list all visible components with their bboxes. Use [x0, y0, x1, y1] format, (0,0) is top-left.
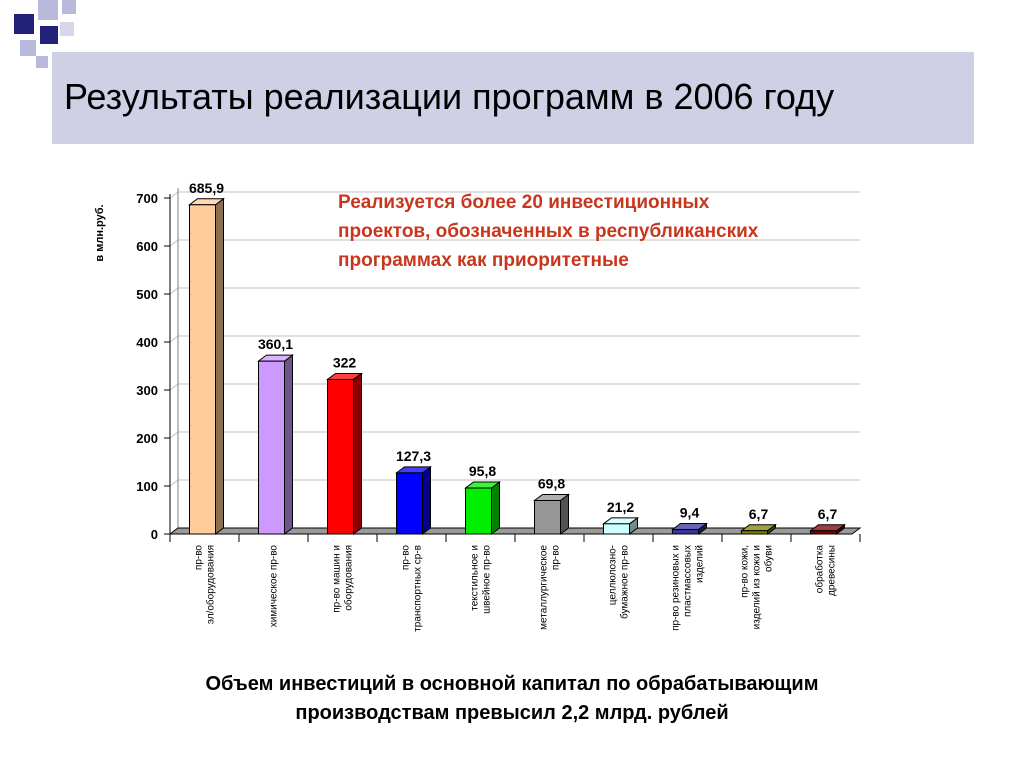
gridline-depth: [169, 431, 179, 439]
bar-side: [422, 465, 431, 535]
category-label: пр-во машин и: [332, 545, 343, 613]
decor-square-light-4: [60, 22, 74, 36]
decor-top-line: [76, 14, 974, 38]
category-label: пр-во: [401, 545, 412, 571]
bar-value-label: 322: [333, 354, 357, 370]
bar-8: [671, 522, 708, 535]
bar-front: [258, 360, 285, 535]
category-label: целлюлозно-: [608, 545, 619, 605]
category-label: химическое пр-во: [269, 545, 280, 628]
bar-front: [810, 530, 837, 535]
note-line-1: Реализуется более 20 инвестиционных: [338, 192, 710, 213]
bar-front: [189, 204, 216, 535]
bar-side: [284, 354, 293, 535]
category-label: пр-во кожи,: [740, 545, 751, 598]
note-line-3: программах как приоритетные: [338, 250, 629, 271]
category-label: текстильное и: [470, 545, 481, 611]
bar-front: [603, 523, 630, 535]
category-label: обуви: [763, 545, 775, 572]
bar-front: [396, 472, 423, 535]
y-tick-label: 0: [151, 527, 158, 542]
decor-square-light-2: [62, 0, 76, 14]
bar-value-label: 127,3: [396, 448, 431, 464]
bar-front: [465, 487, 492, 535]
bar-value-label: 6,7: [749, 506, 769, 522]
gridline-depth: [169, 335, 179, 343]
category-label: транспортных ср-в: [413, 545, 424, 632]
category-label: металлургическое: [539, 545, 550, 630]
category-label: оборудования: [343, 545, 355, 611]
bar-value-label: 69,8: [538, 475, 565, 491]
gridline-depth: [169, 287, 179, 295]
gridline-depth: [169, 383, 179, 391]
decor-square-light-5: [36, 56, 48, 68]
page-title: Результаты реализации программ в 2006 го…: [64, 76, 835, 117]
bar-side: [560, 493, 569, 535]
y-tick-label: 600: [136, 239, 158, 254]
bar-side: [215, 197, 224, 535]
chart-labels: 685,9пр-во эл/оборудования360,1химическое…: [189, 180, 838, 632]
y-tick-label: 300: [136, 383, 158, 398]
chart-bars: [188, 197, 846, 535]
chart-note: Реализуется более 20 инвестиционных прое…: [338, 188, 928, 275]
category-label: пр-во: [551, 545, 562, 571]
gridline-depth: [169, 479, 179, 487]
bar-side: [353, 372, 362, 535]
bar-3: [326, 372, 363, 535]
y-tick-label: 700: [136, 191, 158, 206]
bar-front: [327, 378, 354, 535]
bar-value-label: 360,1: [258, 336, 293, 352]
bar-front: [672, 528, 699, 535]
gridline-depth: [169, 191, 179, 199]
y-tick-label: 400: [136, 335, 158, 350]
slide-caption: Объем инвестиций в основной капитал по о…: [60, 670, 964, 728]
decor-square-light-3: [20, 40, 36, 56]
bar-4: [395, 465, 432, 535]
bar-10: [809, 523, 846, 535]
bar-value-label: 6,7: [818, 506, 838, 522]
caption-line-1: Объем инвестиций в основной капитал по о…: [205, 673, 819, 695]
category-label: бумажное пр-во: [619, 545, 631, 619]
decor-square-light-1: [38, 0, 58, 20]
bar-value-label: 9,4: [680, 504, 700, 520]
bar-front: [534, 499, 561, 535]
bar-1: [188, 197, 225, 535]
category-label: эл/оборудования: [205, 545, 217, 624]
gridline-depth: [169, 239, 179, 247]
category-label: пр-во резиновых и: [671, 545, 682, 631]
bar-7: [602, 516, 639, 535]
category-label: изделий из кожи и: [752, 545, 763, 629]
bar-front: [741, 530, 768, 535]
caption-line-2: производствам превысил 2,2 млрд. рублей: [295, 702, 729, 724]
category-label: пластмассовых: [683, 545, 694, 617]
bar-value-label: 685,9: [189, 180, 224, 196]
note-line-2: проектов, обозначенных в республиканских: [338, 221, 759, 242]
y-tick-label: 100: [136, 479, 158, 494]
bar-6: [533, 493, 570, 535]
category-label: пр-во: [194, 545, 205, 571]
bar-5: [464, 481, 501, 535]
decor-square-dark-1: [14, 14, 34, 34]
y-tick-label: 200: [136, 431, 158, 446]
y-tick-label: 500: [136, 287, 158, 302]
title-band: [52, 52, 974, 144]
bar-2: [257, 354, 294, 535]
category-label: изделий: [695, 545, 706, 583]
category-label: швейное пр-во: [482, 545, 493, 614]
bar-value-label: 21,2: [607, 499, 634, 515]
category-label: древесины: [827, 545, 838, 596]
bar-value-label: 95,8: [469, 463, 496, 479]
decor-square-dark-2: [40, 26, 58, 44]
y-axis-label: в млн.руб.: [94, 204, 106, 261]
bar-9: [740, 523, 777, 535]
category-label: обработка: [814, 545, 826, 594]
bar-side: [491, 481, 500, 535]
